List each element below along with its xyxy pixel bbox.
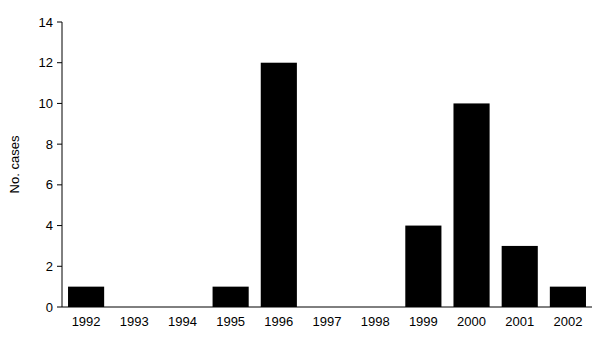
bar <box>405 226 441 307</box>
x-tick-label: 2000 <box>457 314 486 329</box>
x-axis <box>62 307 592 308</box>
x-tick-label: 1995 <box>216 314 245 329</box>
y-tick <box>57 307 62 308</box>
y-tick <box>57 62 62 63</box>
x-tick-label: 2001 <box>505 314 534 329</box>
bar <box>453 103 489 307</box>
y-tick-label: 8 <box>46 137 53 152</box>
y-tick-label: 10 <box>39 96 53 111</box>
y-tick <box>57 144 62 145</box>
x-tick-label: 2002 <box>553 314 582 329</box>
y-tick-label: 6 <box>46 177 53 192</box>
bar <box>261 63 297 307</box>
y-tick <box>57 266 62 267</box>
bar <box>502 246 538 307</box>
y-tick <box>57 22 62 23</box>
x-tick-label: 1992 <box>72 314 101 329</box>
y-tick-label: 14 <box>39 15 53 30</box>
y-tick-label: 12 <box>39 55 53 70</box>
y-axis-label: No. cases <box>7 135 22 193</box>
x-tick-label: 1998 <box>361 314 390 329</box>
y-tick-label: 2 <box>46 259 53 274</box>
x-tick-label: 1993 <box>120 314 149 329</box>
x-tick-label: 1996 <box>264 314 293 329</box>
bar <box>68 287 104 307</box>
chart-svg: 0 2 4 6 8 10 12 14 1992 1993 1994 1995 1996 1997 1998 1… <box>0 0 600 345</box>
bar <box>550 287 586 307</box>
bars <box>68 63 586 307</box>
x-tick-label: 1994 <box>168 314 197 329</box>
y-tick <box>57 184 62 185</box>
y-axis <box>62 22 63 307</box>
x-tick-label: 1999 <box>409 314 438 329</box>
y-tick <box>57 103 62 104</box>
y-tick <box>57 225 62 226</box>
y-tick-label: 0 <box>46 300 53 315</box>
chart-container: 0 2 4 6 8 10 12 14 1992 1993 1994 1995 1996 1997 1998 1… <box>0 0 600 345</box>
bar <box>213 287 249 307</box>
x-tick-label: 1997 <box>313 314 342 329</box>
y-tick-label: 4 <box>46 218 53 233</box>
